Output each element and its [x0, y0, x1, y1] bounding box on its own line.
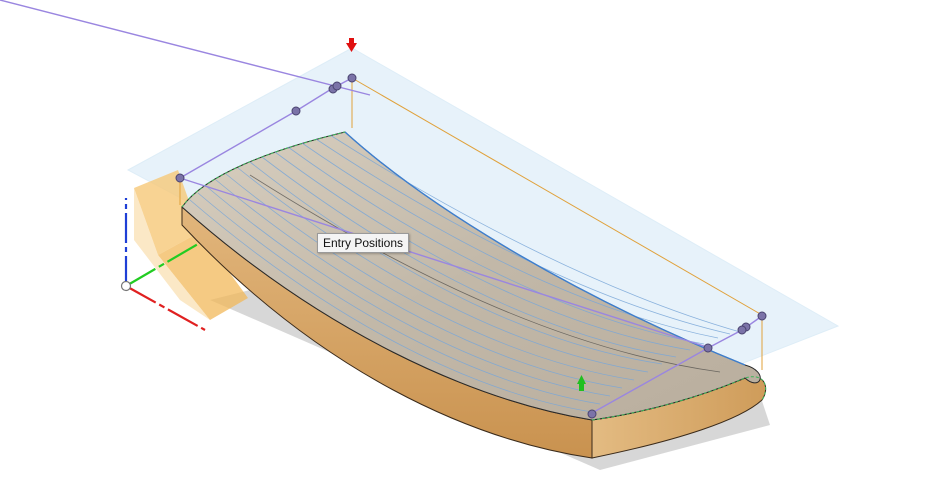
part-left-edge-highlight [181, 131, 346, 208]
part-center-crease [249, 174, 721, 373]
part-top-edge-highlight [344, 131, 746, 366]
toolpath-passes [189, 134, 741, 413]
axis-triad-icon [120, 198, 206, 331]
entry-position-points[interactable] [175, 73, 767, 419]
end-arrow-icon [577, 375, 586, 391]
part-end-edge-highlight [591, 376, 767, 421]
start-arrow-icon [346, 38, 357, 52]
entry-positions-tooltip: Entry Positions [317, 233, 410, 253]
